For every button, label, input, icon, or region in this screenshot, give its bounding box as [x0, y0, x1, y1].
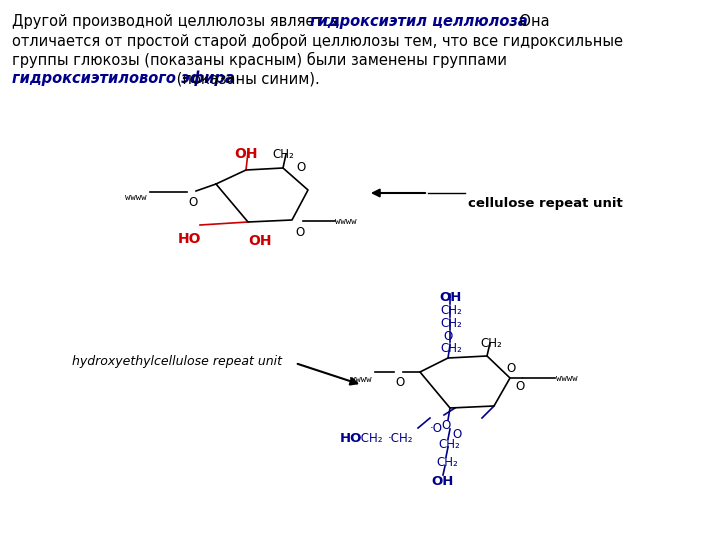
- Text: ·O: ·O: [430, 422, 443, 435]
- Text: гидроксиэтилового эфира: гидроксиэтилового эфира: [12, 71, 235, 86]
- Text: hydroxyethylcellulose repeat unit: hydroxyethylcellulose repeat unit: [72, 355, 282, 368]
- Text: O: O: [295, 226, 305, 239]
- Text: ·CH₂: ·CH₂: [388, 432, 413, 445]
- Text: OH: OH: [248, 234, 271, 248]
- Text: CH₂: CH₂: [440, 304, 462, 317]
- Text: OH: OH: [431, 475, 454, 488]
- Text: CH₂: CH₂: [440, 317, 462, 330]
- Text: O: O: [441, 419, 450, 432]
- Text: O: O: [296, 161, 305, 174]
- Text: O: O: [443, 330, 452, 343]
- Text: ·CH₂: ·CH₂: [358, 432, 384, 445]
- Text: CH₂: CH₂: [438, 438, 460, 451]
- Text: OH: OH: [234, 147, 258, 161]
- Text: O: O: [506, 362, 516, 375]
- Text: отличается от простой старой доброй целлюлозы тем, что все гидроксильные: отличается от простой старой доброй целл…: [12, 33, 623, 49]
- Text: Другой производной целлюлозы является: Другой производной целлюлозы является: [12, 14, 344, 29]
- Text: . Она: . Она: [510, 14, 549, 29]
- Text: wwww: wwww: [125, 193, 146, 202]
- Text: O: O: [452, 428, 462, 441]
- Text: wwww: wwww: [335, 217, 356, 226]
- Text: HO: HO: [340, 432, 362, 445]
- Text: wwww: wwww: [350, 375, 372, 384]
- Text: HO: HO: [178, 232, 202, 246]
- Text: OH: OH: [439, 291, 462, 304]
- Text: CH₂: CH₂: [480, 337, 502, 350]
- Text: CH₂: CH₂: [436, 456, 458, 469]
- Text: гидроксиэтил целлюлоза: гидроксиэтил целлюлоза: [310, 14, 528, 29]
- Text: CH₂: CH₂: [272, 148, 294, 161]
- Text: (показаны синим).: (показаны синим).: [172, 71, 320, 86]
- Text: O: O: [515, 380, 524, 393]
- Text: группы глюкозы (показаны красным) были заменены группами: группы глюкозы (показаны красным) были з…: [12, 52, 507, 68]
- Text: CH₂: CH₂: [440, 342, 462, 355]
- Text: wwww: wwww: [556, 374, 577, 383]
- Text: O: O: [188, 196, 197, 209]
- Text: O: O: [395, 376, 404, 389]
- Text: cellulose repeat unit: cellulose repeat unit: [468, 197, 623, 210]
